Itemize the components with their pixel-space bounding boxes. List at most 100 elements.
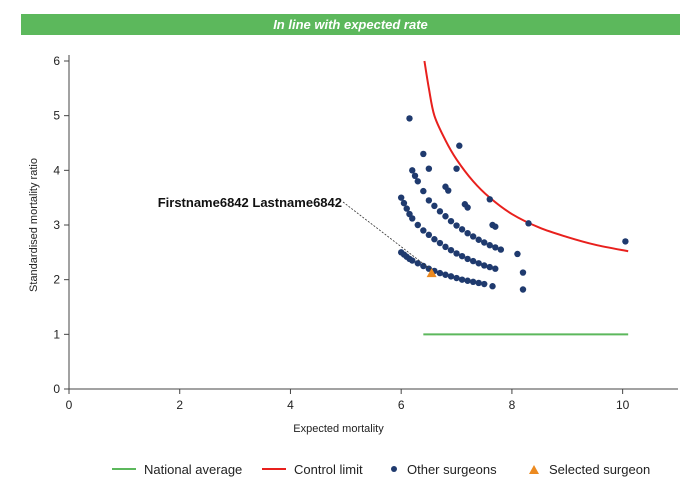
- other-surgeon-point: [414, 260, 421, 267]
- other-surgeon-point: [486, 242, 493, 249]
- other-surgeon-point: [458, 226, 466, 233]
- other-surgeon-point: [425, 231, 433, 239]
- control-limit-line: [423, 60, 629, 253]
- legend-swatch: [112, 468, 136, 470]
- other-surgeon-point: [453, 165, 460, 172]
- other-surgeon-point: [453, 274, 460, 282]
- other-surgeon-point: [414, 221, 421, 229]
- y-tick-label: 3: [53, 218, 60, 232]
- other-surgeon-point: [436, 269, 444, 277]
- x-tick-label: 4: [287, 398, 294, 412]
- x-tick-label: 2: [176, 398, 183, 412]
- other-surgeon-point: [420, 227, 427, 234]
- other-surgeon-point: [397, 194, 405, 201]
- other-surgeon-point: [469, 233, 477, 240]
- other-surgeon-point: [622, 238, 629, 245]
- other-surgeon-point: [481, 262, 488, 269]
- status-banner: In line with expected rate: [21, 14, 680, 35]
- other-surgeon-point: [409, 257, 416, 264]
- x-tick-label: 6: [398, 398, 405, 412]
- other-surgeon-point: [497, 246, 505, 253]
- y-tick-label: 4: [53, 163, 60, 177]
- other-surgeon-point: [436, 239, 444, 247]
- other-surgeon-point: [453, 222, 460, 229]
- other-surgeon-point: [514, 250, 521, 258]
- legend-swatch: [529, 464, 539, 474]
- other-surgeon-point: [420, 150, 427, 158]
- other-surgeon-point: [458, 252, 466, 260]
- legend-item-other-surgeons: Other surgeons: [391, 458, 497, 480]
- other-surgeon-point: [409, 215, 416, 222]
- other-surgeon-point: [475, 260, 482, 267]
- other-surgeon-point: [409, 167, 416, 174]
- legend-label: National average: [144, 461, 243, 477]
- x-tick-label: 8: [509, 398, 516, 412]
- other-surgeon-point: [464, 230, 471, 237]
- other-surgeon-point: [525, 220, 532, 227]
- x-tick-label: 0: [66, 398, 73, 412]
- other-surgeon-point: [464, 204, 471, 211]
- other-surgeon-point: [431, 202, 438, 210]
- funnel-plot: 0 1 2 3 4 5 6 0 2 4 6 8 10 Expected mortality Standa…: [28, 54, 678, 435]
- selected-surgeon-callout: Firstname6842 Lastname6842: [158, 195, 342, 210]
- other-surgeon-point: [447, 273, 455, 280]
- other-surgeon-point: [420, 262, 427, 270]
- legend-item-selected-surgeon: Selected surgeon: [529, 458, 650, 480]
- legend: National average Control limit Other sur…: [0, 458, 700, 480]
- other-surgeon-point: [425, 165, 433, 172]
- other-surgeon-point: [486, 263, 493, 271]
- other-surgeon-point: [414, 178, 421, 185]
- other-surgeon-point: [489, 283, 496, 290]
- legend-label: Control limit: [294, 461, 363, 477]
- other-surgeon-point: [400, 199, 408, 207]
- other-surgeon-point: [442, 213, 449, 220]
- other-surgeon-point: [492, 244, 499, 251]
- other-surgeon-point: [411, 172, 419, 179]
- other-surgeon-point: [456, 142, 463, 149]
- other-surgeon-point: [492, 265, 499, 272]
- y-tick-label: 0: [53, 382, 60, 396]
- other-surgeon-point: [403, 205, 410, 212]
- other-surgeon-point: [420, 187, 427, 195]
- y-tick-label: 1: [53, 327, 60, 341]
- other-surgeon-point: [442, 271, 449, 278]
- other-surgeon-point: [475, 236, 482, 243]
- other-surgeon-point: [442, 243, 449, 251]
- axes: 0 1 2 3 4 5 6 0 2 4 6 8 10: [53, 54, 678, 412]
- other-surgeon-point: [447, 217, 455, 225]
- callout-leader-line: [342, 201, 432, 271]
- other-surgeon-point: [519, 286, 527, 293]
- other-surgeon-point: [486, 196, 493, 203]
- other-surgeon-point: [445, 187, 452, 194]
- other-surgeon-point: [453, 250, 460, 257]
- plot-marks: [397, 60, 629, 336]
- other-surgeon-point: [464, 277, 471, 284]
- legend-swatch: [391, 466, 397, 472]
- other-surgeon-point: [475, 279, 482, 287]
- other-surgeon-point: [492, 223, 499, 230]
- selected-surgeon-marker: [426, 268, 437, 278]
- other-surgeon-point: [406, 115, 413, 122]
- other-surgeon-point: [464, 255, 471, 263]
- y-tick-label: 5: [53, 109, 60, 123]
- other-surgeon-point: [431, 236, 438, 243]
- other-surgeon-point: [458, 276, 466, 283]
- x-tick-label: 10: [616, 398, 630, 412]
- legend-label: Selected surgeon: [549, 461, 651, 477]
- legend-swatch: [262, 468, 286, 470]
- other-surgeon-point: [481, 280, 488, 288]
- y-tick-label: 6: [53, 54, 60, 68]
- other-surgeon-point: [481, 239, 488, 246]
- other-surgeon-point: [436, 208, 444, 215]
- legend-item-national-average: National average: [112, 458, 242, 480]
- other-surgeon-point: [447, 246, 455, 254]
- other-surgeon-point: [469, 278, 477, 286]
- other-surgeon-point: [519, 269, 527, 276]
- legend-item-control-limit: Control limit: [262, 458, 363, 480]
- other-surgeon-point: [469, 257, 477, 265]
- x-axis-title: Expected mortality: [293, 423, 384, 435]
- y-tick-label: 2: [53, 273, 60, 287]
- y-axis-title: Standardised mortality ratio: [28, 158, 40, 292]
- other-surgeon-point: [425, 197, 433, 204]
- legend-label: Other surgeons: [407, 461, 497, 477]
